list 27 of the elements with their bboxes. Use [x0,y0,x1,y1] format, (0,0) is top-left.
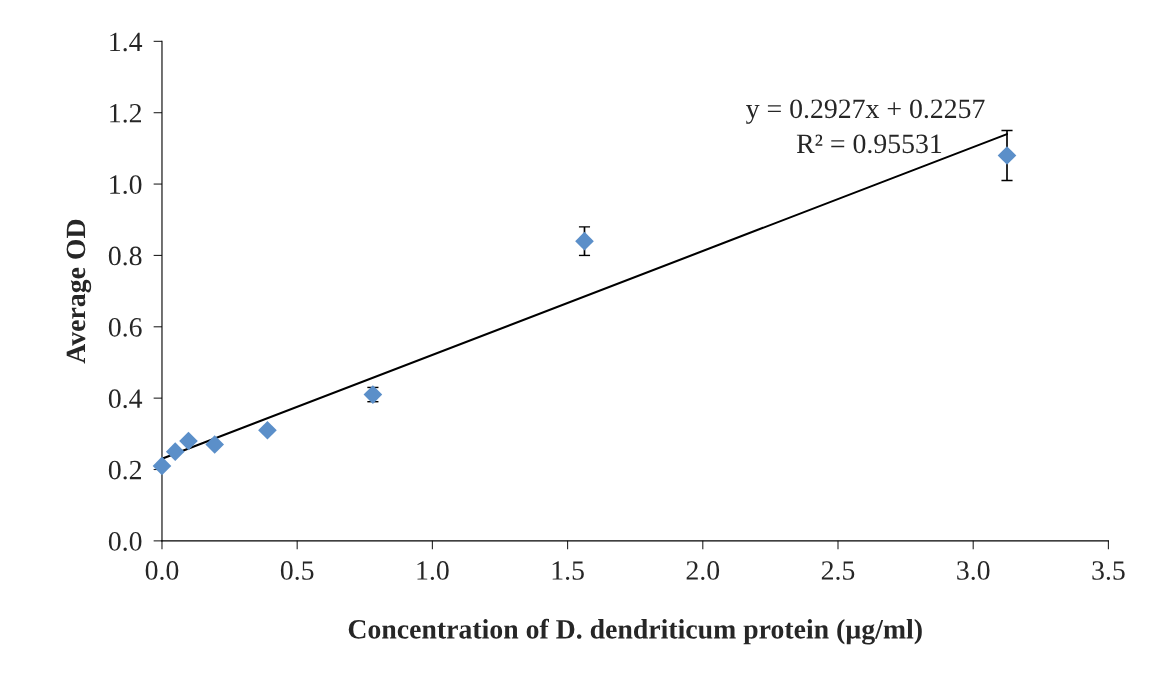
point [205,435,225,454]
y-tick-label: 0.0 [108,532,142,551]
x-tick-label: 2.5 [821,561,855,580]
x-tick-label: 1.5 [552,561,584,580]
point [179,431,198,451]
x-tick-label: 1.0 [417,561,449,580]
x-tick-label: 3.0 [957,561,990,580]
y-tick-label: 1.0 [110,175,142,195]
x-tick-label: 0.5 [280,561,314,580]
y-axis-title: Average OD [66,219,92,364]
x-tick-label: 3.5 [1092,561,1125,580]
y-tick-label: 0.4 [108,389,143,409]
point [152,456,172,476]
annotation: y = 0.2927x + 0.2257 [746,99,985,124]
annotation: R² = 0.95531 [796,134,942,154]
point [258,420,277,440]
point [997,146,1017,165]
x-axis-title: Concentration of D. dendriticum protein (µg/ml) [348,618,922,645]
y-tick-label: 1.2 [110,103,141,123]
y-tick-label: 0.8 [108,246,142,266]
y-tick-label: 0.2 [108,460,141,480]
point [165,442,185,461]
x-tick-label: 0.0 [145,561,179,580]
x-tick-label: 2.0 [686,561,720,580]
point [575,231,594,251]
y-tick-label: 0.6 [108,317,142,337]
y-tick-label: 1.4 [110,32,143,52]
